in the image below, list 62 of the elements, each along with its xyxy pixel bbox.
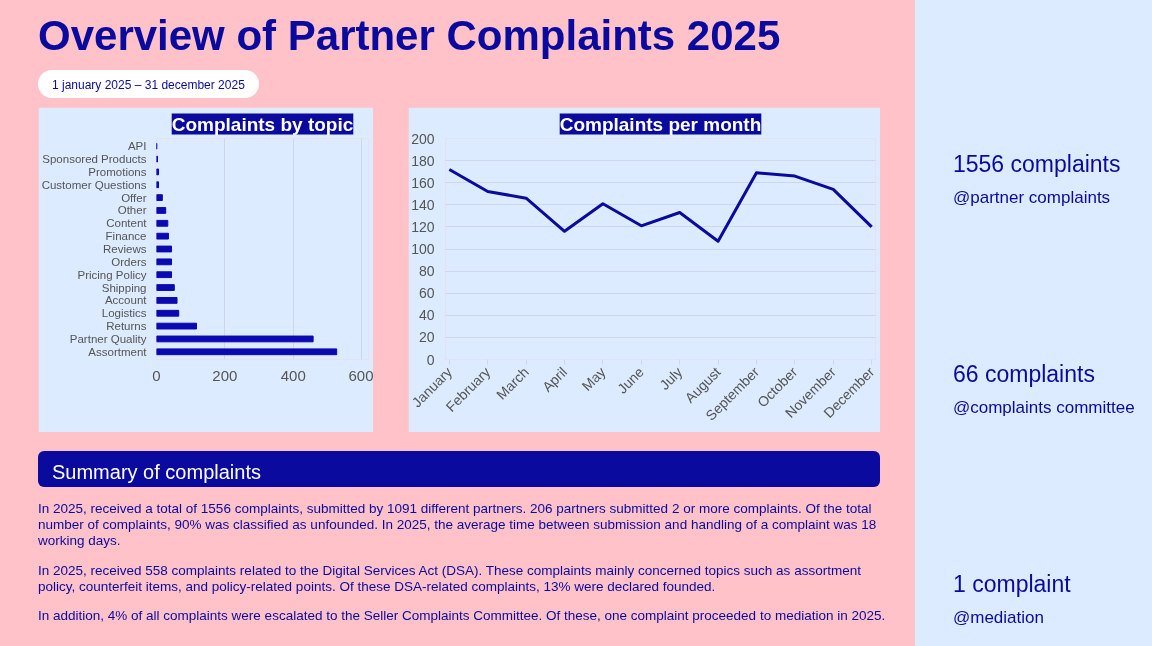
y-tick-label: Assortment xyxy=(88,345,148,358)
chart-title: Complaints per month xyxy=(559,113,762,135)
y-tick-label: Orders xyxy=(111,255,147,268)
x-tick-label: 600 xyxy=(348,366,374,384)
bar xyxy=(156,335,314,343)
y-tick-label: Other xyxy=(117,204,147,217)
y-tick-label: 120 xyxy=(411,218,435,235)
x-tick-label: 400 xyxy=(280,366,306,384)
text: In addition, 4% of all complaints were escalated to the Seller Complaints Committee. Of these, one complaint proceeded to mediation in 2025. xyxy=(38,607,887,625)
y-tick-label: Returns xyxy=(106,320,147,333)
text: In 2025, received a total of 1556 complaints, submitted by 1091 different partners. 206 partners submitted 2 or more complaints. Of the total number of complaints, 90% was classified as unfounded. In 2025, the average time between submission and handling of a complaint was 18 working days. xyxy=(38,501,878,550)
bar xyxy=(156,207,167,214)
text: @complaints committee xyxy=(953,397,1135,419)
y-tick-label: Promotions xyxy=(88,165,147,178)
text: In 2025, received 558 complaints related to the Digital Services Act (DSA). These complaints mainly concerned topics such as assortment policy, counterfeit items, and policy-related points. Of these DSA-related complaints, 13% were declared founded. xyxy=(38,562,862,595)
bar xyxy=(156,258,173,266)
y-tick-label: Partner Quality xyxy=(69,332,147,345)
y-tick-label: 60 xyxy=(418,285,435,302)
x-tick-label: 200 xyxy=(212,366,238,384)
y-tick-label: 20 xyxy=(418,329,435,346)
y-tick-label: Content xyxy=(106,217,148,230)
y-tick-label: Pricing Policy xyxy=(77,268,147,281)
bar xyxy=(156,194,163,201)
y-tick-label: 200 xyxy=(411,130,435,147)
chart-title: Complaints by topic xyxy=(171,113,354,135)
text: 1 january 2025 – 31 december 2025 xyxy=(52,77,245,94)
y-tick-label: Account xyxy=(104,294,148,307)
text: @partner complaints xyxy=(953,187,1111,209)
y-tick-label: Logistics xyxy=(101,307,147,320)
text: 1556 complaints xyxy=(953,150,1121,179)
y-tick-label: 80 xyxy=(418,263,435,280)
text: Overview of Partner Complaints 2025 xyxy=(38,11,781,61)
y-tick-label: 180 xyxy=(411,152,435,169)
x-tick-label: 0 xyxy=(152,366,161,384)
bar xyxy=(156,271,173,279)
text: Summary of complaints xyxy=(52,460,261,485)
y-tick-label: Shipping xyxy=(101,281,147,294)
y-tick-label: Customer Questions xyxy=(41,178,147,191)
y-tick-label: 100 xyxy=(411,241,435,257)
y-tick-label: 0 xyxy=(426,351,435,368)
bar xyxy=(156,322,198,330)
text: @mediation xyxy=(953,607,1044,629)
bar xyxy=(156,284,175,291)
bar xyxy=(156,297,178,304)
bar xyxy=(156,348,338,356)
y-tick-label: Sponsored Products xyxy=(42,153,147,166)
x-tick-label: May xyxy=(578,363,609,394)
y-tick-label: Finance xyxy=(105,230,147,243)
text: 66 complaints xyxy=(953,360,1095,389)
bar xyxy=(156,309,180,317)
x-tick-label: July xyxy=(656,363,686,393)
line-series xyxy=(447,167,874,243)
y-tick-label: 40 xyxy=(418,307,435,324)
bar xyxy=(156,219,169,227)
y-tick-label: 160 xyxy=(411,174,435,191)
y-tick-label: Offer xyxy=(121,191,147,204)
y-tick-label: 140 xyxy=(411,196,435,213)
y-tick-label: API xyxy=(127,140,147,153)
y-tick-label: Reviews xyxy=(103,243,147,255)
bar xyxy=(156,245,173,253)
bar xyxy=(156,232,169,240)
text: 1 complaint xyxy=(953,570,1071,599)
